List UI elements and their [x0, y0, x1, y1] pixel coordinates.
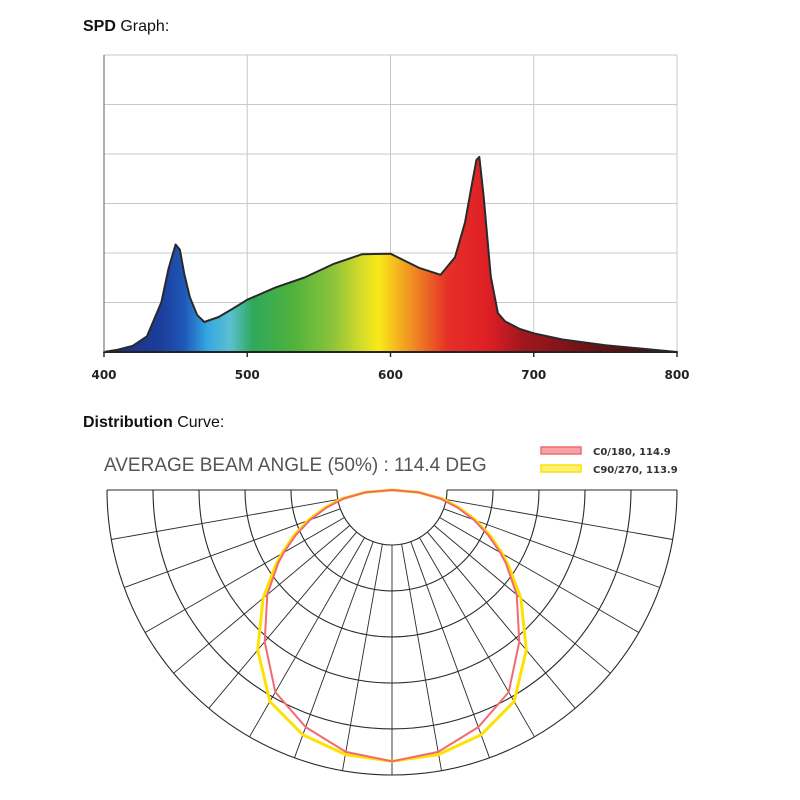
distribution-heading: Distribution Curve:	[83, 414, 224, 432]
spd-heading-rest: Graph:	[115, 18, 170, 35]
legend-swatch	[540, 464, 582, 473]
polar-spoke	[419, 537, 535, 738]
polar-spoke	[173, 525, 351, 674]
beam-angle-title: AVERAGE BEAM ANGLE (50%) : 114.4 DEG	[104, 455, 487, 476]
polar-spoke	[124, 508, 341, 588]
polar-spoke	[439, 517, 640, 633]
spd-tick-label: 700	[521, 368, 546, 382]
legend-label: C0/180, 114.9	[593, 447, 671, 458]
polar-ring	[106, 489, 678, 776]
polar-spoke	[249, 537, 365, 738]
spd-area	[103, 155, 678, 353]
polar-ring	[244, 489, 540, 638]
polar-spoke	[433, 525, 611, 674]
spd-tick-label: 800	[664, 368, 689, 382]
spd-tick-label: 400	[91, 368, 116, 382]
polar-spoke	[111, 499, 338, 540]
polar-legend: C0/180, 114.9 C90/270, 113.9	[540, 446, 678, 476]
distribution-heading-rest: Curve:	[172, 414, 225, 431]
spd-heading: SPD Graph:	[83, 18, 169, 36]
distribution-heading-bold: Distribution	[83, 414, 173, 431]
polar-ring	[198, 489, 586, 684]
legend-label: C90/270, 113.9	[593, 465, 678, 476]
spd-x-ticks: 400 500 600 700 800	[91, 352, 690, 382]
spd-heading-bold: SPD	[83, 18, 116, 35]
polar-spoke	[294, 541, 374, 758]
polar-ring	[152, 489, 632, 730]
polar-spoke	[401, 544, 442, 771]
polar-curve-c0-180	[263, 489, 521, 763]
spd-chart: 400 500 600 700 800	[91, 54, 690, 382]
polar-spoke	[342, 544, 383, 771]
polar-ring	[290, 489, 494, 592]
polar-spoke	[144, 517, 345, 633]
polar-grid	[106, 489, 678, 776]
polar-spoke	[208, 531, 357, 709]
polar-curves	[256, 488, 528, 763]
polar-ring	[336, 489, 448, 546]
polar-curve-c90-270	[256, 488, 528, 763]
spd-tick-label: 600	[378, 368, 403, 382]
spd-tick-label: 500	[235, 368, 260, 382]
legend-swatch	[540, 446, 582, 455]
polar-spoke	[410, 541, 490, 758]
polar-spoke	[427, 531, 576, 709]
polar-spoke	[443, 508, 660, 588]
polar-spoke	[446, 499, 673, 540]
